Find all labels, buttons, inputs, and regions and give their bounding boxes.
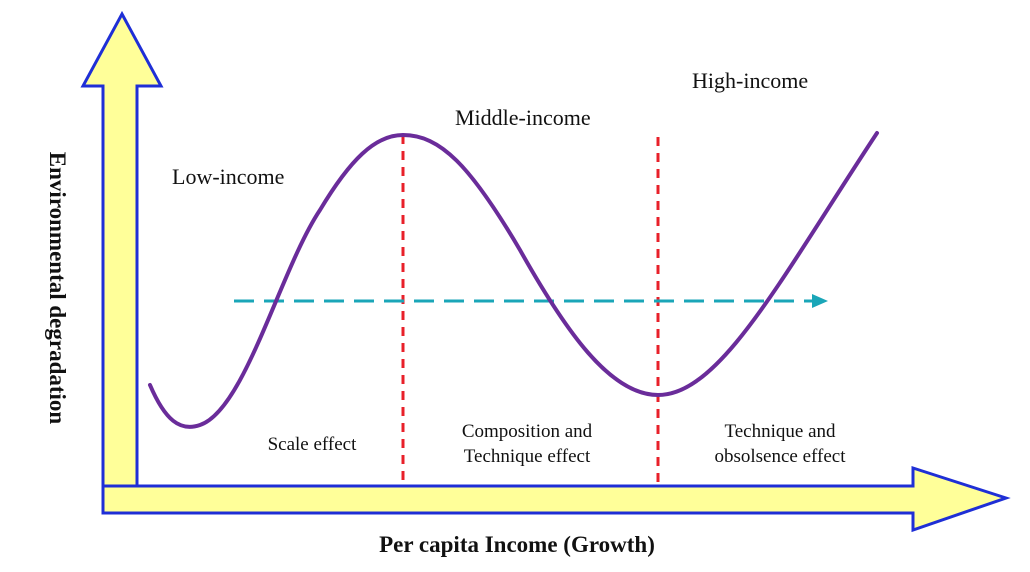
effect-label-scale: Scale effect (268, 434, 358, 455)
x-axis-arrow (101, 465, 1011, 533)
effect-label-obsolescence-line1: Technique and (724, 421, 836, 442)
x-axis-title: Per capita Income (Growth) (379, 532, 655, 557)
y-axis-title: Environmental degradation (45, 152, 70, 425)
environmental-curve (148, 131, 879, 429)
effect-label-composition-line1: Composition and (462, 421, 593, 442)
y-axis-arrow (80, 10, 164, 490)
region-label-middle: Middle-income (455, 105, 591, 130)
threshold-arrowhead (812, 294, 828, 308)
effect-label-obsolescence-line2: obsolsence effect (714, 446, 846, 467)
region-label-low: Low-income (172, 164, 284, 189)
region-label-high: High-income (692, 68, 808, 93)
effect-label-composition-line2: Technique effect (464, 446, 591, 467)
